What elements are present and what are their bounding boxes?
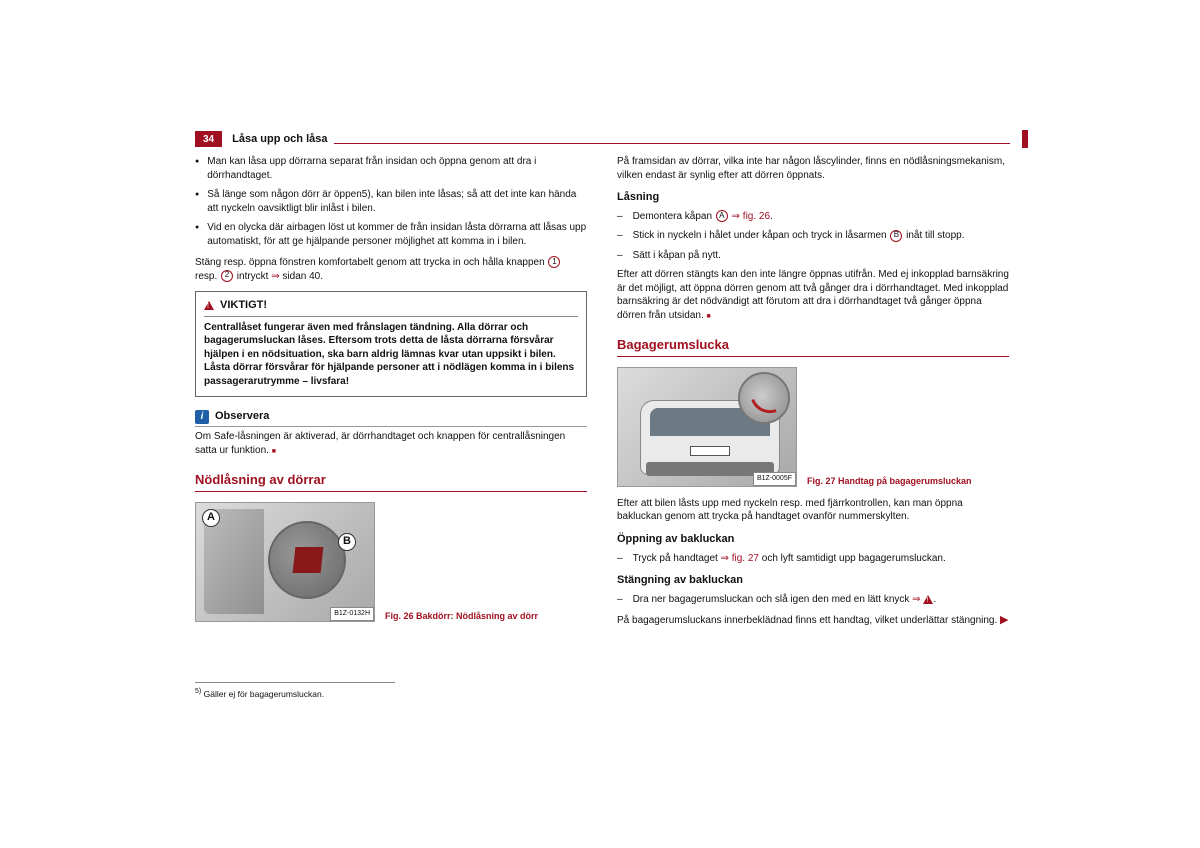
text: Efter att dörren stängts kan den inte lä… xyxy=(617,269,1009,321)
text: Om Safe-låsningen är aktiverad, är dörrh… xyxy=(195,431,565,456)
text: inåt till stopp. xyxy=(903,230,964,241)
step-item: Tryck på handtaget ⇒ fig. 27 och lyft sa… xyxy=(617,552,1009,566)
text: och lyft samtidigt upp bagagerumsluckan. xyxy=(759,553,946,564)
text: Stick in nyckeln i hålet under kåpan och… xyxy=(633,230,890,241)
section-heading-boot: Bagagerumslucka xyxy=(617,336,1009,357)
paragraph: På bagagerumsluckans innerbeklädnad finn… xyxy=(617,613,1009,628)
bullet-item: Så länge som någon dörr är öppen5), kan … xyxy=(195,188,587,215)
text: intryckt xyxy=(234,271,271,282)
figure-27: B1Z-0005F Fig. 27 Handtag på bagagerumsl… xyxy=(617,367,1009,487)
subheading-open: Öppning av bakluckan xyxy=(617,532,1009,547)
text: resp. xyxy=(195,271,220,282)
info-icon: i xyxy=(195,410,209,424)
info-body: Om Safe-låsningen är aktiverad, är dörrh… xyxy=(195,430,587,457)
reference-arrow-icon: ⇒ xyxy=(271,271,279,282)
section-end-icon: ■ xyxy=(707,313,711,320)
warning-triangle-icon xyxy=(204,301,214,310)
text: Dra ner bagagerumsluckan och slå igen de… xyxy=(633,594,913,605)
bullet-item: Vid en olycka där airbagen löst ut komme… xyxy=(195,221,587,248)
info-label: Observera xyxy=(215,409,269,424)
page-header-title: Låsa upp och låsa xyxy=(232,133,327,145)
subheading-close: Stängning av bakluckan xyxy=(617,573,1009,588)
circle-letter-a-icon: A xyxy=(716,210,728,222)
page-number: 34 xyxy=(195,131,222,147)
text: Demontera kåpan xyxy=(633,211,715,222)
page-reference: sidan 40. xyxy=(282,271,323,282)
figure-26-image: A B B1Z-0132H xyxy=(195,502,375,622)
subheading-locking: Låsning xyxy=(617,190,1009,205)
reference-arrow-icon: ⇒ xyxy=(912,594,920,605)
paragraph: Efter att bilen låsts upp med nyckeln re… xyxy=(617,497,1009,524)
figure-reference: fig. 26 xyxy=(743,211,770,222)
bullet-item: Man kan låsa upp dörrarna separat från i… xyxy=(195,155,587,182)
step-item: Sätt i kåpan på nytt. xyxy=(617,249,1009,263)
step-item: Stick in nyckeln i hålet under kåpan och… xyxy=(617,229,1009,243)
bullet-text: Så länge som någon dörr är öppen5), kan … xyxy=(207,188,587,215)
figure-marker-a: A xyxy=(202,509,220,527)
text: På bagagerumsluckans innerbeklädnad finn… xyxy=(617,615,997,626)
warning-label: VIKTIGT! xyxy=(220,298,267,313)
footnote-number: 5) xyxy=(195,688,201,695)
reference-arrow-icon: ⇒ xyxy=(721,553,729,564)
figure-27-image: B1Z-0005F xyxy=(617,367,797,487)
reference-arrow-icon: ⇒ xyxy=(732,211,740,222)
warning-box: VIKTIGT! Centrallåset fungerar även med … xyxy=(195,291,587,397)
info-block: i Observera Om Safe-låsningen är aktiver… xyxy=(195,409,587,457)
bullet-text: Man kan låsa upp dörrarna separat från i… xyxy=(207,155,587,182)
right-column: På framsidan av dörrar, vilka inte har n… xyxy=(617,155,1009,700)
left-column: Man kan låsa upp dörrarna separat från i… xyxy=(195,155,587,700)
text: Stäng resp. öppna fönstren komfortabelt … xyxy=(195,257,547,268)
circle-number-2-icon: 2 xyxy=(221,270,233,282)
bullet-list: Man kan låsa upp dörrarna separat från i… xyxy=(195,155,587,248)
paragraph: Efter att dörren stängts kan den inte lä… xyxy=(617,268,1009,322)
header-accent-bar xyxy=(1022,130,1028,148)
figure-27-id: B1Z-0005F xyxy=(753,472,796,485)
footnote-text: Gäller ej för bagagerumsluckan. xyxy=(204,689,324,699)
figure-reference: fig. 27 xyxy=(732,553,759,564)
figure-26-id: B1Z-0132H xyxy=(330,607,374,620)
header-rule xyxy=(334,134,1011,144)
circle-letter-b-icon: B xyxy=(890,230,902,242)
figure-27-caption: Fig. 27 Handtag på bagagerumsluckan xyxy=(807,475,1009,487)
text: Sätt i kåpan på nytt. xyxy=(633,249,721,263)
paragraph: Stäng resp. öppna fönstren komfortabelt … xyxy=(195,256,587,283)
figure-26-caption: Fig. 26 Bakdörr: Nödlåsning av dörr xyxy=(385,610,587,622)
footnote: 5) Gäller ej för bagagerumsluckan. xyxy=(195,682,395,700)
figure-marker-b: B xyxy=(338,533,356,551)
circle-number-1-icon: 1 xyxy=(548,256,560,268)
text: Tryck på handtaget xyxy=(633,553,721,564)
section-end-icon: ■ xyxy=(272,448,276,455)
warning-body: Centrallåset fungerar även med frånslage… xyxy=(204,321,578,389)
warning-triangle-icon xyxy=(923,595,933,604)
step-item: Dra ner bagagerumsluckan och slå igen de… xyxy=(617,593,1009,607)
step-item: Demontera kåpan A ⇒ fig. 26. xyxy=(617,210,1009,224)
section-heading-emergency-lock: Nödlåsning av dörrar xyxy=(195,471,587,492)
continuation-arrow-icon: ▶ xyxy=(1000,614,1008,626)
figure-26: A B B1Z-0132H Fig. 26 Bakdörr: Nödlåsnin… xyxy=(195,502,587,622)
paragraph: På framsidan av dörrar, vilka inte har n… xyxy=(617,155,1009,182)
bullet-text: Vid en olycka där airbagen löst ut komme… xyxy=(207,221,587,248)
